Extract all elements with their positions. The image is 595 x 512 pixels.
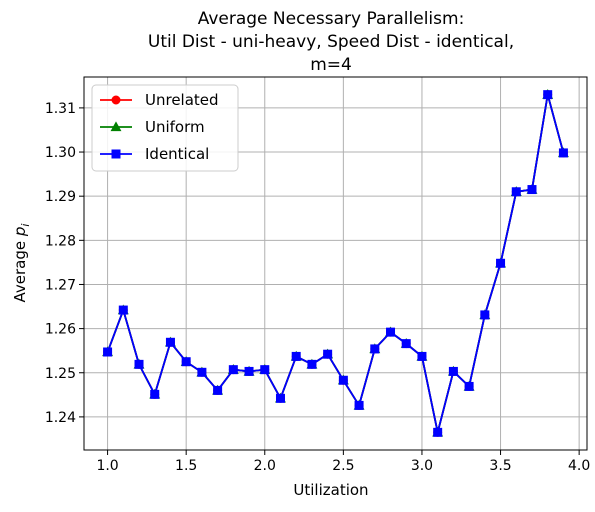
x-tick-label: 4.0 — [568, 458, 590, 474]
data-point — [370, 344, 380, 354]
y-axis-label-symbol: p — [11, 227, 29, 238]
data-point — [307, 359, 317, 369]
legend-item-unrelated: Unrelated — [100, 91, 219, 109]
y-tick-label: 1.27 — [45, 277, 76, 293]
series-layer — [102, 89, 569, 437]
y-tick-label: 1.30 — [45, 145, 76, 161]
y-tick-label: 1.31 — [45, 101, 76, 117]
data-point — [150, 389, 160, 399]
chart-title: Average Necessary Parallelism: Util Dist… — [148, 9, 514, 75]
data-point — [338, 375, 348, 385]
data-point — [275, 393, 285, 403]
data-point — [228, 365, 238, 375]
data-point — [496, 258, 506, 268]
legend: Unrelated Uniform Identical — [91, 84, 239, 172]
data-point — [134, 359, 144, 369]
data-point — [244, 366, 254, 376]
data-point — [354, 400, 364, 410]
chart-title-line-1: Average Necessary Parallelism: — [198, 9, 465, 29]
data-point — [527, 185, 537, 195]
data-point — [118, 305, 128, 315]
x-tick-label: 2.5 — [332, 458, 354, 474]
y-tick-label: 1.25 — [45, 366, 76, 382]
data-point — [433, 427, 443, 437]
data-point — [448, 366, 458, 376]
y-tick-label: 1.28 — [45, 233, 76, 249]
x-tick-label: 3.0 — [411, 458, 433, 474]
y-axis-label: Average pi — [11, 224, 32, 303]
data-point — [181, 357, 191, 367]
data-point — [213, 385, 223, 395]
x-tick-label: 3.5 — [489, 458, 511, 474]
x-tick-label: 1.0 — [96, 458, 118, 474]
x-tick-label: 2.0 — [254, 458, 276, 474]
data-point — [291, 351, 301, 361]
chart-title-line-3: m=4 — [310, 55, 352, 75]
y-axis-label-subscript: i — [19, 224, 32, 227]
data-point — [558, 148, 568, 158]
y-tick-label: 1.29 — [45, 189, 76, 205]
legend-marker — [110, 121, 122, 132]
y-axis-ticks: 1.24 1.25 1.26 1.27 1.28 1.29 1.30 1.31 — [45, 101, 84, 426]
x-axis-ticks: 1.0 1.5 2.0 2.5 3.0 3.5 4.0 — [96, 450, 590, 474]
data-point — [386, 327, 396, 337]
y-axis-label-text: Average — [11, 236, 29, 302]
legend-label: Unrelated — [145, 91, 219, 109]
y-tick-label: 1.24 — [45, 410, 76, 426]
legend-box — [91, 84, 239, 172]
plot-frame — [83, 76, 588, 451]
data-point — [197, 367, 207, 377]
y-tick-label: 1.26 — [45, 322, 76, 338]
data-point — [323, 349, 333, 359]
legend-item-identical: Identical — [100, 145, 209, 163]
x-axis-label: Utilization — [293, 481, 368, 499]
legend-marker — [111, 149, 121, 159]
legend-label: Uniform — [145, 118, 205, 136]
data-point — [260, 365, 270, 375]
data-point — [543, 90, 553, 100]
chart-title-line-2: Util Dist - uni-heavy, Speed Dist - iden… — [148, 32, 514, 52]
data-point — [103, 347, 113, 357]
legend-marker — [111, 95, 121, 105]
x-tick-label: 1.5 — [175, 458, 197, 474]
data-point — [480, 310, 490, 320]
data-point — [165, 337, 175, 347]
legend-item-uniform: Uniform — [100, 118, 205, 136]
legend-label: Identical — [145, 145, 209, 163]
series-identical — [103, 90, 568, 437]
data-point — [401, 339, 411, 349]
data-point — [464, 381, 474, 391]
data-point — [417, 351, 427, 361]
data-point — [511, 187, 521, 197]
